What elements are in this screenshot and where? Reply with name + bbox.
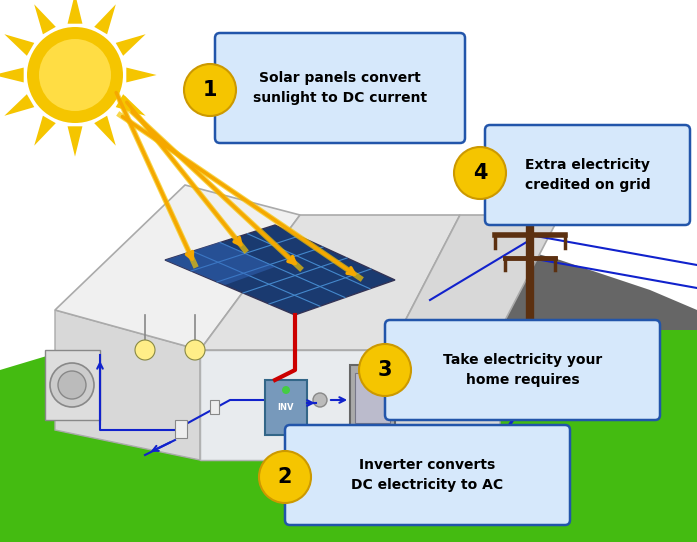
Circle shape [313, 393, 327, 407]
Circle shape [39, 39, 111, 111]
Circle shape [58, 371, 86, 399]
FancyBboxPatch shape [385, 320, 660, 420]
FancyBboxPatch shape [175, 420, 187, 438]
Circle shape [50, 363, 94, 407]
Circle shape [185, 340, 205, 360]
Circle shape [184, 64, 236, 116]
FancyBboxPatch shape [350, 365, 395, 440]
Polygon shape [200, 350, 390, 460]
Circle shape [27, 27, 123, 123]
Circle shape [454, 147, 506, 199]
Text: Take electricity your
home requires: Take electricity your home requires [443, 353, 602, 387]
Text: 4: 4 [473, 163, 487, 183]
Polygon shape [340, 230, 697, 330]
FancyBboxPatch shape [210, 400, 219, 414]
Polygon shape [68, 0, 82, 24]
FancyBboxPatch shape [285, 425, 570, 525]
Polygon shape [390, 215, 560, 350]
Polygon shape [165, 225, 395, 315]
Polygon shape [68, 126, 82, 157]
Polygon shape [4, 34, 34, 56]
Text: 3: 3 [378, 360, 392, 380]
Polygon shape [4, 94, 34, 116]
Polygon shape [94, 115, 116, 146]
Text: 1: 1 [203, 80, 217, 100]
Text: Solar panels convert
sunlight to DC current: Solar panels convert sunlight to DC curr… [253, 71, 427, 105]
Polygon shape [34, 115, 56, 146]
Polygon shape [0, 68, 24, 82]
Polygon shape [116, 94, 146, 116]
Text: INV: INV [277, 403, 294, 412]
Polygon shape [390, 330, 500, 460]
Polygon shape [165, 242, 275, 285]
Text: 2: 2 [277, 467, 292, 487]
Text: Extra electricity
credited on grid: Extra electricity credited on grid [525, 158, 650, 192]
Circle shape [282, 386, 290, 394]
Polygon shape [200, 215, 460, 350]
FancyBboxPatch shape [265, 380, 307, 435]
FancyBboxPatch shape [485, 125, 690, 225]
Polygon shape [55, 185, 300, 350]
Circle shape [259, 451, 311, 503]
Text: Inverter converts
DC electricity to AC: Inverter converts DC electricity to AC [351, 458, 503, 492]
Polygon shape [200, 350, 390, 460]
Circle shape [135, 340, 155, 360]
Polygon shape [34, 4, 56, 34]
Polygon shape [126, 68, 157, 82]
FancyBboxPatch shape [215, 33, 465, 143]
Polygon shape [55, 310, 200, 460]
Circle shape [359, 344, 411, 396]
FancyBboxPatch shape [45, 350, 100, 420]
Polygon shape [116, 34, 146, 56]
Polygon shape [0, 310, 697, 542]
FancyBboxPatch shape [355, 373, 390, 423]
Polygon shape [94, 4, 116, 34]
